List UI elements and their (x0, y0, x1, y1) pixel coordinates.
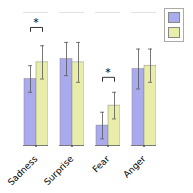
svg-text:Anger: Anger (121, 153, 147, 179)
svg-text:Fear: Fear (91, 153, 112, 174)
svg-text:*: * (33, 16, 39, 29)
svg-text:*: * (105, 66, 111, 79)
svg-text:Surprise: Surprise (42, 153, 76, 187)
svg-text:Sadness: Sadness (6, 153, 40, 187)
